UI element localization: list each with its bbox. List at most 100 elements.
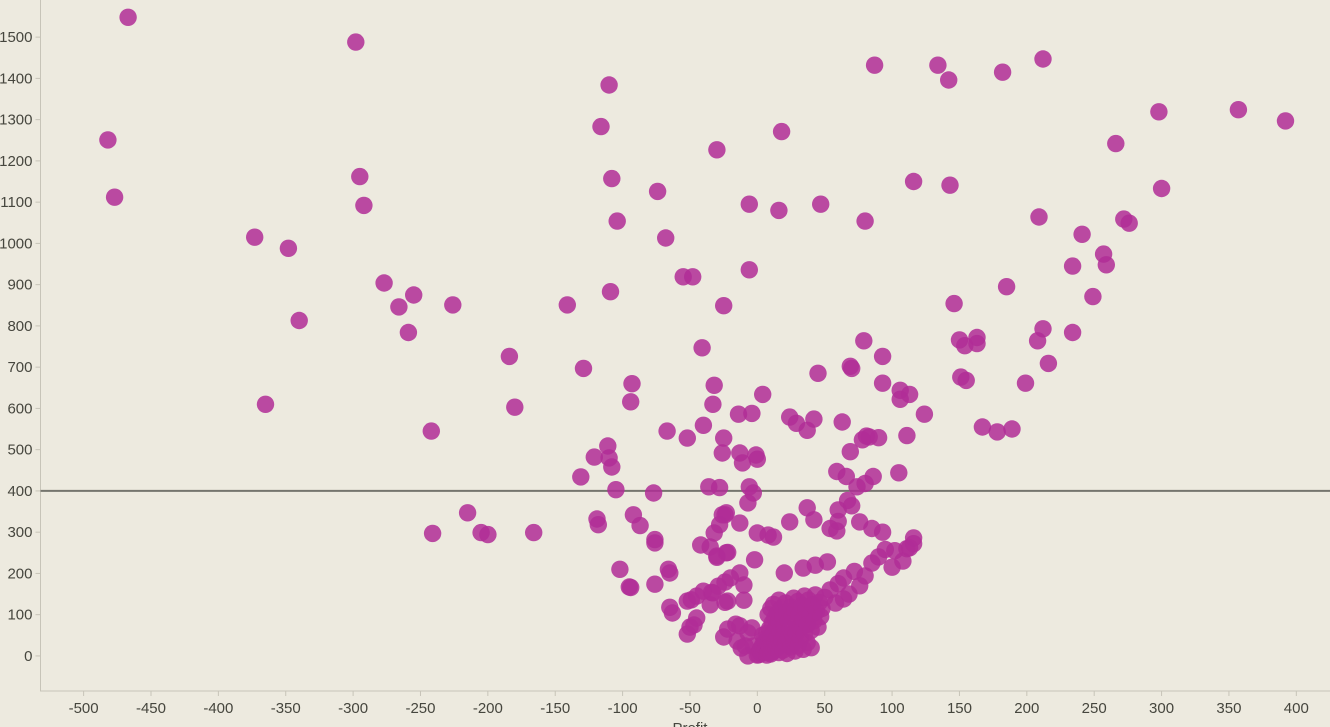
data-point[interactable] bbox=[1152, 179, 1171, 198]
data-point[interactable] bbox=[684, 268, 702, 286]
data-point[interactable] bbox=[657, 229, 675, 247]
data-point[interactable] bbox=[658, 422, 676, 440]
data-point[interactable] bbox=[347, 33, 365, 51]
data-point[interactable] bbox=[802, 639, 820, 657]
data-point[interactable] bbox=[748, 450, 766, 468]
data-point[interactable] bbox=[915, 405, 934, 423]
data-point[interactable] bbox=[900, 385, 919, 404]
data-point[interactable] bbox=[710, 478, 729, 497]
data-point[interactable] bbox=[525, 523, 543, 542]
data-point[interactable] bbox=[500, 347, 519, 366]
data-point[interactable] bbox=[646, 534, 664, 552]
data-point[interactable] bbox=[865, 56, 884, 74]
data-point[interactable] bbox=[873, 523, 892, 541]
data-point[interactable] bbox=[873, 374, 892, 392]
data-point[interactable] bbox=[869, 548, 888, 566]
data-point[interactable] bbox=[719, 592, 737, 610]
data-point[interactable] bbox=[818, 553, 837, 571]
data-point[interactable] bbox=[705, 376, 723, 394]
data-point[interactable] bbox=[1120, 214, 1138, 232]
data-point[interactable] bbox=[735, 576, 753, 594]
data-point[interactable] bbox=[458, 504, 477, 522]
data-point[interactable] bbox=[646, 575, 664, 593]
data-point[interactable] bbox=[631, 516, 649, 535]
data-point[interactable] bbox=[1073, 225, 1091, 243]
data-point[interactable] bbox=[279, 239, 298, 257]
data-point[interactable] bbox=[558, 296, 576, 314]
data-point[interactable] bbox=[290, 311, 308, 330]
data-point[interactable] bbox=[805, 511, 823, 529]
data-point[interactable] bbox=[1063, 323, 1082, 342]
data-point[interactable] bbox=[1229, 101, 1248, 119]
data-point[interactable] bbox=[826, 594, 845, 612]
data-point[interactable] bbox=[945, 294, 963, 313]
data-point[interactable] bbox=[988, 423, 1006, 441]
data-point[interactable] bbox=[607, 481, 625, 499]
data-point[interactable] bbox=[735, 591, 753, 609]
data-point[interactable] bbox=[603, 458, 621, 476]
data-point[interactable] bbox=[119, 8, 137, 27]
data-point[interactable] bbox=[829, 512, 847, 531]
data-point[interactable] bbox=[423, 524, 442, 543]
data-point[interactable] bbox=[601, 283, 620, 301]
data-point[interactable] bbox=[1034, 320, 1052, 338]
data-point[interactable] bbox=[829, 575, 847, 593]
data-point[interactable] bbox=[506, 398, 524, 416]
data-point[interactable] bbox=[940, 71, 958, 89]
data-point[interactable] bbox=[851, 577, 869, 595]
data-point[interactable] bbox=[390, 298, 408, 316]
data-point[interactable] bbox=[661, 564, 679, 582]
data-point[interactable] bbox=[246, 228, 264, 246]
data-point[interactable] bbox=[1107, 134, 1125, 153]
data-point[interactable] bbox=[856, 212, 874, 230]
data-point[interactable] bbox=[405, 286, 423, 304]
data-point[interactable] bbox=[1276, 112, 1295, 130]
data-point[interactable] bbox=[973, 418, 992, 436]
data-point[interactable] bbox=[105, 188, 124, 206]
data-point[interactable] bbox=[1150, 103, 1168, 121]
data-point[interactable] bbox=[1003, 420, 1021, 438]
data-point[interactable] bbox=[256, 395, 275, 413]
data-point[interactable] bbox=[644, 484, 663, 502]
data-point[interactable] bbox=[678, 429, 696, 447]
data-point[interactable] bbox=[1030, 208, 1048, 226]
data-point[interactable] bbox=[1034, 50, 1052, 68]
data-point[interactable] bbox=[592, 117, 610, 136]
data-point[interactable] bbox=[574, 359, 593, 378]
data-point[interactable] bbox=[663, 604, 682, 622]
data-point[interactable] bbox=[997, 278, 1016, 296]
data-point[interactable] bbox=[623, 375, 641, 393]
data-point[interactable] bbox=[772, 122, 791, 141]
data-point[interactable] bbox=[740, 261, 758, 279]
data-point[interactable] bbox=[904, 172, 923, 191]
data-point[interactable] bbox=[600, 76, 618, 94]
data-point[interactable] bbox=[688, 609, 706, 627]
data-point[interactable] bbox=[708, 141, 726, 159]
data-point[interactable] bbox=[904, 535, 923, 553]
data-point[interactable] bbox=[603, 169, 621, 188]
data-point[interactable] bbox=[809, 364, 827, 382]
data-point[interactable] bbox=[764, 528, 783, 546]
data-point[interactable] bbox=[375, 274, 393, 292]
data-point[interactable] bbox=[399, 323, 418, 342]
data-point[interactable] bbox=[740, 195, 758, 213]
data-point[interactable] bbox=[775, 564, 793, 582]
data-point[interactable] bbox=[754, 385, 772, 404]
data-point[interactable] bbox=[589, 516, 607, 534]
data-point[interactable] bbox=[719, 543, 737, 562]
data-point[interactable] bbox=[873, 347, 892, 366]
data-point[interactable] bbox=[1016, 374, 1035, 392]
data-point[interactable] bbox=[1097, 256, 1116, 274]
data-point[interactable] bbox=[608, 212, 626, 230]
data-point[interactable] bbox=[693, 339, 711, 357]
data-point[interactable] bbox=[713, 444, 731, 462]
data-point[interactable] bbox=[733, 454, 752, 472]
data-point[interactable] bbox=[479, 525, 497, 544]
data-point[interactable] bbox=[770, 201, 788, 220]
data-point[interactable] bbox=[585, 448, 603, 466]
data-point[interactable] bbox=[841, 443, 859, 461]
data-point[interactable] bbox=[855, 332, 873, 350]
data-point[interactable] bbox=[833, 413, 851, 431]
data-point[interactable] bbox=[898, 426, 916, 445]
data-point[interactable] bbox=[729, 405, 748, 423]
